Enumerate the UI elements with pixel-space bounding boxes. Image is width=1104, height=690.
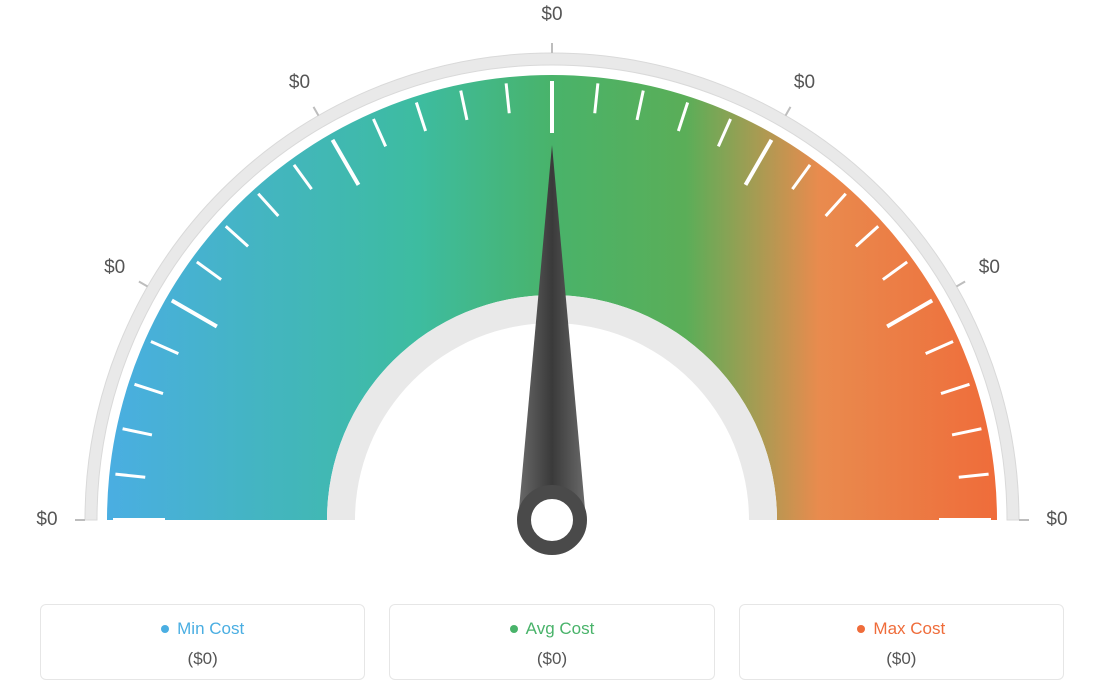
legend-value-avg: ($0) <box>402 649 701 669</box>
gauge-tick-label: $0 <box>794 72 815 94</box>
gauge-tick-label: $0 <box>36 509 57 531</box>
gauge-svg <box>0 0 1104 560</box>
gauge-area: $0 $0 $0 $0 $0 $0 $0 <box>0 0 1104 560</box>
legend-label-avg: Avg Cost <box>510 619 595 639</box>
gauge-tick-label: $0 <box>1046 509 1067 531</box>
legend-dot-min <box>161 625 169 633</box>
legend-card-avg: Avg Cost ($0) <box>389 604 714 680</box>
legend-text-min: Min Cost <box>177 619 244 639</box>
legend-card-min: Min Cost ($0) <box>40 604 365 680</box>
legend-row: Min Cost ($0) Avg Cost ($0) Max Cost ($0… <box>40 604 1064 680</box>
legend-dot-max <box>857 625 865 633</box>
legend-card-max: Max Cost ($0) <box>739 604 1064 680</box>
legend-label-max: Max Cost <box>857 619 945 639</box>
gauge-tick-label: $0 <box>979 257 1000 279</box>
legend-label-min: Min Cost <box>161 619 244 639</box>
gauge-tick-label: $0 <box>104 257 125 279</box>
gauge-tick-label: $0 <box>541 4 562 26</box>
gauge-tick-label: $0 <box>289 72 310 94</box>
legend-value-max: ($0) <box>752 649 1051 669</box>
legend-text-max: Max Cost <box>873 619 945 639</box>
legend-text-avg: Avg Cost <box>526 619 595 639</box>
legend-dot-avg <box>510 625 518 633</box>
cost-gauge-chart: $0 $0 $0 $0 $0 $0 $0 Min Cost ($0) Avg Cost ($… <box>0 0 1104 690</box>
legend-value-min: ($0) <box>53 649 352 669</box>
